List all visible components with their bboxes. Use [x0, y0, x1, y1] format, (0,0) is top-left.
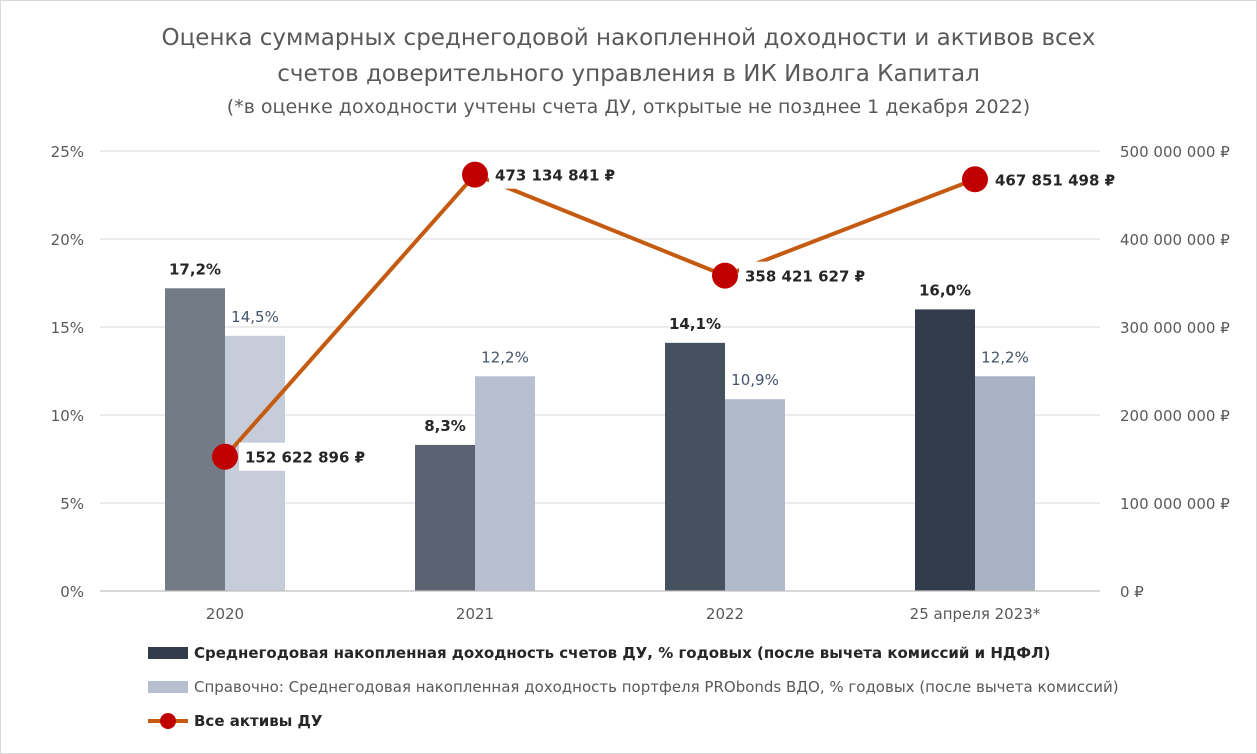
data-label-assets-bg: [989, 165, 1113, 194]
assets-marker: [212, 443, 238, 470]
data-label-probonds: 12,2%: [981, 348, 1029, 366]
legend-swatch-returns: [148, 647, 188, 659]
y-left-tick-label: 5%: [60, 495, 84, 513]
assets-marker: [462, 161, 488, 188]
y-left-tick-label: 0%: [60, 583, 84, 601]
legend-line-marker-icon: [148, 713, 188, 729]
x-tick-label: 25 апреля 2023*: [910, 605, 1041, 623]
data-label-assets-bg: [739, 261, 863, 290]
bar-returns: [165, 288, 225, 591]
y-right-tick-label: 0 ₽: [1120, 583, 1144, 601]
data-labels: 17,2% 14,5% 8,3% 12,2% 14,1% 10,9% 16,0% 12,2% 1…: [169, 160, 1115, 471]
legend-item-returns: Среднегодовая накопленная доходность сче…: [148, 636, 1119, 670]
y-right-tick-label: 100 000 000 ₽: [1120, 495, 1230, 513]
bar-returns: [665, 342, 725, 591]
data-label-returns: 14,1%: [669, 315, 721, 333]
x-tick-label: 2021: [456, 605, 494, 623]
axes: 0% 5% 10% 15% 20% 25% 0 ₽ 100 000 000 ₽ 200 000 …: [51, 143, 1231, 623]
bar-returns: [415, 444, 475, 591]
chart-title-line-1: Оценка суммарных среднегодовой накопленн…: [161, 25, 1096, 51]
data-label-probonds: 14,5%: [231, 308, 279, 326]
bar-probonds: [975, 376, 1035, 591]
data-label-assets: 467 851 498 ₽: [995, 171, 1115, 189]
legend-swatch-probonds: [148, 681, 188, 693]
legend-label-returns: Среднегодовая накопленная доходность сче…: [194, 644, 1051, 662]
data-label-returns: 8,3%: [424, 417, 466, 435]
data-label-returns: 17,2%: [169, 260, 221, 278]
y-left-tick-label: 20%: [51, 231, 84, 249]
bar-returns: [915, 309, 975, 591]
bar-probonds: [475, 376, 535, 591]
data-label-returns: 16,0%: [919, 281, 971, 299]
bar-probonds: [725, 399, 785, 591]
y-left-tick-label: 15%: [51, 319, 84, 337]
assets-marker: [962, 166, 988, 193]
data-label-probonds: 10,9%: [731, 371, 779, 389]
legend-label-probonds: Справочно: Среднегодовая накопленная дох…: [194, 678, 1119, 696]
chart-subtitle: (*в оценке доходности учтены счета ДУ, о…: [226, 96, 1031, 118]
y-right-tick-label: 300 000 000 ₽: [1120, 319, 1230, 337]
data-label-assets: 358 421 627 ₽: [745, 268, 865, 286]
data-label-assets: 152 622 896 ₽: [245, 449, 365, 467]
assets-line-path: [223, 172, 976, 459]
data-label-probonds: 12,2%: [481, 348, 529, 366]
data-label-assets-bg: [489, 160, 613, 189]
bars: [165, 288, 1035, 591]
data-label-assets-bg: [239, 442, 363, 471]
y-left-tick-label: 25%: [51, 143, 84, 161]
legend: Среднегодовая накопленная доходность сче…: [148, 636, 1119, 738]
legend-item-assets: Все активы ДУ: [148, 704, 1119, 738]
data-label-assets: 473 134 841 ₽: [495, 167, 615, 185]
y-left-tick-label: 10%: [51, 407, 84, 425]
chart-title: Оценка суммарных среднегодовой накопленн…: [0, 20, 1257, 122]
x-tick-label: 2022: [706, 605, 744, 623]
x-tick-label: 2020: [206, 605, 244, 623]
assets-marker: [712, 262, 738, 289]
y-right-tick-label: 200 000 000 ₽: [1120, 407, 1230, 425]
assets-line: [212, 161, 988, 470]
y-right-tick-label: 500 000 000 ₽: [1120, 143, 1230, 161]
chart-title-line-2: счетов доверительного управления в ИК Ив…: [277, 61, 980, 87]
legend-item-probonds: Справочно: Среднегодовая накопленная дох…: [148, 670, 1119, 704]
y-right-tick-label: 400 000 000 ₽: [1120, 231, 1230, 249]
legend-label-assets: Все активы ДУ: [194, 712, 323, 730]
